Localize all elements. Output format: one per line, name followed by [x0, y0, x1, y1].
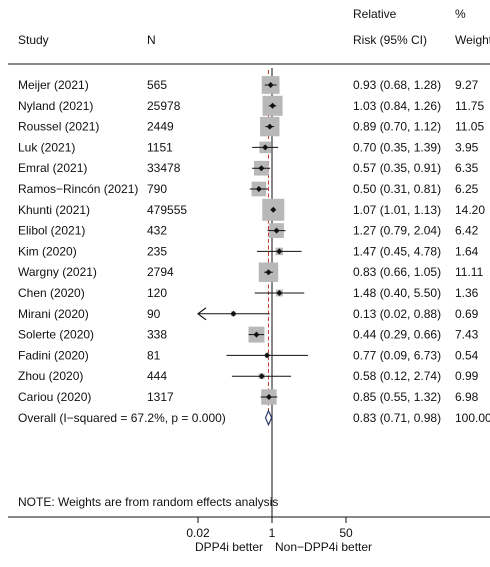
- overall-ci-text: 0.83 (0.71, 0.98): [353, 411, 441, 425]
- study-ci-text: 1.47 (0.45, 4.78): [353, 244, 441, 258]
- study-name: Kim (2020): [18, 244, 77, 258]
- study-n: 444: [147, 369, 167, 383]
- study-name: Chen (2020): [18, 286, 85, 300]
- study-n: 790: [147, 182, 167, 196]
- study-ci-text: 0.50 (0.31, 0.81): [353, 182, 441, 196]
- header-rr-bottom: Risk (95% CI): [353, 33, 427, 47]
- header-weight-top: %: [455, 7, 466, 21]
- study-ci-text: 0.44 (0.29, 0.66): [353, 328, 441, 342]
- study-name: Roussel (2021): [18, 120, 99, 134]
- study-n: 33478: [147, 161, 181, 175]
- study-name: Zhou (2020): [18, 369, 83, 383]
- study-weight: 6.98: [455, 390, 479, 404]
- study-ci-text: 0.70 (0.35, 1.39): [353, 140, 441, 154]
- header-rr-top: Relative: [353, 7, 397, 21]
- study-n: 25978: [147, 99, 181, 113]
- x-tick-label: 50: [339, 526, 353, 540]
- study-name: Nyland (2021): [18, 99, 93, 113]
- study-point-estimate: [265, 394, 272, 400]
- study-ci-text: 0.58 (0.12, 2.74): [353, 369, 441, 383]
- study-name: Luk (2021): [18, 140, 75, 154]
- header-weight-bottom: Weight: [455, 33, 490, 47]
- study-name: Elibol (2021): [18, 224, 85, 238]
- footnote: NOTE: Weights are from random effects an…: [18, 495, 278, 509]
- study-name: Fadini (2020): [18, 348, 89, 362]
- study-point-estimate: [253, 331, 260, 338]
- study-ci-text: 0.85 (0.55, 1.32): [353, 390, 441, 404]
- x-tick-label: 1: [269, 526, 276, 540]
- favors-left-label: DPP4i better: [195, 540, 263, 554]
- header-study: Study: [18, 33, 49, 47]
- study-weight: 6.42: [455, 224, 479, 238]
- study-ci-text: 1.48 (0.40, 5.50): [353, 286, 441, 300]
- study-point-estimate: [258, 373, 265, 380]
- overall-diamond: [264, 409, 273, 427]
- study-name: Khunti (2021): [18, 203, 90, 217]
- study-ci-text: 1.07 (1.01, 1.13): [353, 203, 441, 217]
- study-point-estimate: [269, 102, 276, 109]
- study-weight: 0.69: [455, 307, 479, 321]
- study-n: 1151: [147, 140, 173, 154]
- study-point-estimate: [276, 248, 283, 255]
- study-point-estimate: [270, 206, 277, 213]
- study-weight: 3.95: [455, 140, 479, 154]
- study-point-estimate: [273, 227, 280, 234]
- overall-label: Overall (I−squared = 67.2%, p = 0.000): [18, 411, 226, 425]
- study-point-estimate: [258, 165, 265, 172]
- study-ci-text: 0.83 (0.66, 1.05): [353, 265, 441, 279]
- study-weight: 7.43: [455, 328, 479, 342]
- study-n: 432: [147, 224, 167, 238]
- truncation-arrow: [197, 307, 207, 321]
- study-n: 565: [147, 78, 167, 92]
- study-name: Wargny (2021): [18, 265, 97, 279]
- study-n: 338: [147, 328, 167, 342]
- study-n: 90: [147, 307, 161, 321]
- study-ci-text: 0.93 (0.68, 1.28): [353, 78, 441, 92]
- study-weight: 1.36: [455, 286, 479, 300]
- study-point-estimate: [266, 123, 273, 130]
- study-weight: 1.64: [455, 244, 479, 258]
- study-point-estimate: [264, 352, 271, 359]
- overall-weight: 100.00: [455, 411, 490, 425]
- study-weight: 0.99: [455, 369, 479, 383]
- study-n: 235: [147, 244, 167, 258]
- study-weight: 14.20: [455, 203, 485, 217]
- study-name: Cariou (2020): [18, 390, 91, 404]
- study-n: 1317: [147, 390, 174, 404]
- study-ci-text: 0.57 (0.35, 0.91): [353, 161, 441, 175]
- study-n: 2449: [147, 120, 174, 134]
- study-weight: 6.35: [455, 161, 479, 175]
- study-name: Emral (2021): [18, 161, 87, 175]
- x-tick-label: 0.02: [186, 526, 210, 540]
- study-ci-text: 0.89 (0.70, 1.12): [353, 120, 441, 134]
- study-weight: 11.05: [455, 120, 484, 134]
- study-point-estimate: [255, 186, 262, 192]
- study-weight: 11.75: [455, 99, 484, 113]
- study-name: Meijer (2021): [18, 78, 89, 92]
- study-name: Solerte (2020): [18, 328, 94, 342]
- study-weight: 11.11: [455, 265, 484, 279]
- study-ci-text: 0.13 (0.02, 0.88): [353, 307, 441, 321]
- header-n: N: [147, 33, 156, 47]
- study-n: 479555: [147, 203, 187, 217]
- study-name: Mirani (2020): [18, 307, 89, 321]
- study-n: 2794: [147, 265, 174, 279]
- study-weight: 6.25: [455, 182, 479, 196]
- study-n: 120: [147, 286, 167, 300]
- study-weight: 9.27: [455, 78, 479, 92]
- study-point-estimate: [262, 144, 269, 151]
- favors-right-label: Non−DPP4i better: [275, 540, 372, 554]
- study-weight: 0.54: [455, 348, 479, 362]
- study-point-estimate: [276, 290, 283, 296]
- study-point-estimate: [230, 310, 237, 317]
- study-ci-text: 1.03 (0.84, 1.26): [353, 99, 441, 113]
- study-ci-text: 1.27 (0.79, 2.04): [353, 224, 441, 238]
- study-name: Ramos−Rincón (2021): [18, 182, 138, 196]
- study-ci-text: 0.77 (0.09, 6.73): [353, 348, 441, 362]
- study-n: 81: [147, 348, 161, 362]
- study-point-estimate: [267, 82, 274, 88]
- study-point-estimate: [265, 269, 272, 276]
